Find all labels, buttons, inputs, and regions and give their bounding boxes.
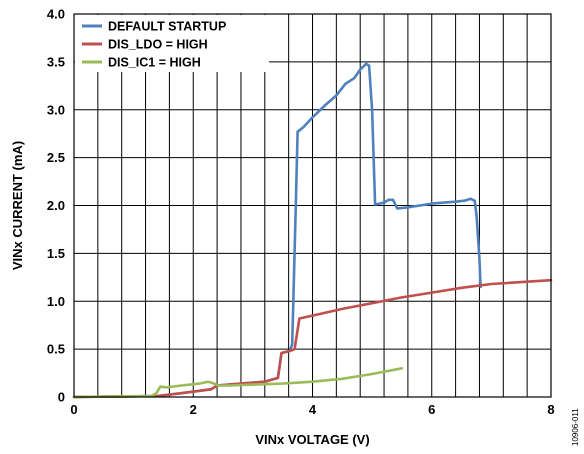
series-line-1 [72, 278, 553, 399]
y-tick-label: 1.5 [47, 246, 65, 261]
legend-label: DIS_IC1 = HIGH [108, 56, 201, 70]
grid [74, 14, 551, 397]
x-tick-label: 6 [428, 402, 435, 417]
x-tick-label: 2 [190, 402, 197, 417]
x-tick-label: 0 [70, 402, 77, 417]
series-layer [72, 62, 553, 399]
y-tick-label: 2.5 [47, 150, 65, 165]
series-line-2 [72, 367, 404, 399]
y-tick-label: 0.5 [47, 342, 65, 357]
y-tick-label: 3.5 [47, 54, 65, 69]
y-axis-label: VINx CURRENT (mA) [10, 141, 25, 270]
legend-background [75, 15, 269, 72]
x-tick-labels: 0 2 4 6 8 [70, 402, 554, 417]
y-tick-label: 4.0 [47, 7, 65, 22]
x-axis-label: VINx VOLTAGE (V) [255, 432, 369, 447]
y-tick-label: 2.0 [47, 198, 65, 213]
y-tick-labels: 0 0.5 1.0 1.5 2.0 2.5 3.0 3.5 4.0 [47, 7, 65, 405]
legend-label: DEFAULT STARTUP [108, 20, 226, 34]
y-tick-label: 3.0 [47, 102, 65, 117]
y-tick-label: 1.0 [47, 294, 65, 309]
plot-frame [73, 13, 552, 398]
figure-id: 10906-011 [571, 408, 580, 446]
y-tick-label: 0 [58, 390, 65, 405]
legend-label: DIS_LDO = HIGH [108, 38, 208, 52]
x-tick-label: 8 [547, 402, 554, 417]
series-line-0 [72, 62, 482, 399]
legend: DEFAULT STARTUP DIS_LDO = HIGH DIS_IC1 = H… [75, 15, 269, 72]
x-tick-label: 4 [309, 402, 317, 417]
